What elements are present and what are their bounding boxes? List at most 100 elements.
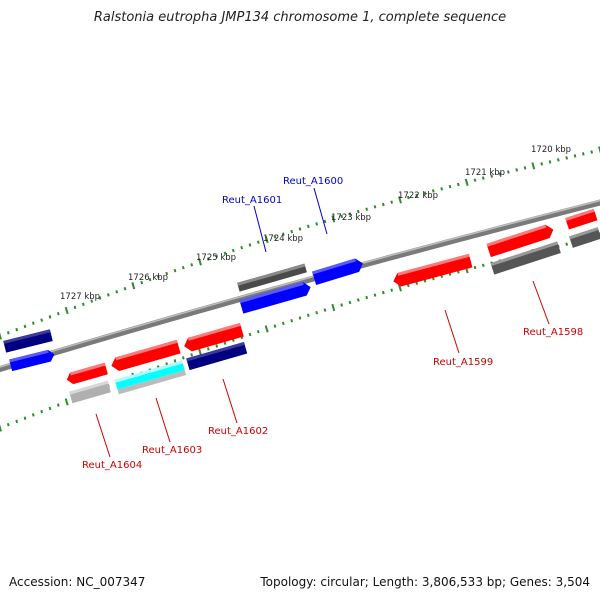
outer-track-minor-tick bbox=[473, 178, 477, 182]
outer-track-minor-tick bbox=[290, 229, 294, 234]
outer-track-minor-tick bbox=[540, 162, 544, 166]
outer-track-minor-tick bbox=[73, 305, 77, 310]
outer-track-minor-tick bbox=[373, 205, 377, 209]
outer-track-minor-tick bbox=[140, 280, 144, 285]
gene-block-left-blue[interactable] bbox=[9, 349, 56, 372]
outer-track-minor-tick bbox=[115, 290, 119, 294]
outer-track-minor-tick bbox=[31, 321, 35, 325]
gene-reut-a1601[interactable] bbox=[239, 280, 312, 314]
outer-track-major-tick bbox=[0, 332, 2, 340]
outer-track-minor-tick bbox=[15, 327, 19, 332]
inner-track-minor-tick bbox=[165, 362, 169, 366]
outer-track-minor-tick bbox=[581, 152, 585, 156]
inner-track-minor-tick bbox=[340, 303, 344, 307]
inner-track-minor-tick bbox=[23, 416, 27, 420]
gene-label-reut-a1602[interactable]: Reut_A1602 bbox=[208, 426, 268, 437]
gene-reut-a1599[interactable] bbox=[392, 253, 473, 288]
outer-track-minor-tick bbox=[348, 212, 352, 216]
outer-track-minor-tick bbox=[40, 318, 44, 322]
outer-track-minor-tick bbox=[356, 209, 360, 214]
gene-label-reut-a1598[interactable]: Reut_A1598 bbox=[523, 327, 583, 338]
outer-track-minor-tick bbox=[56, 311, 60, 316]
outer-track-minor-tick bbox=[256, 240, 260, 244]
outer-track-minor-tick bbox=[148, 277, 152, 282]
accession-text: Accession: NC_007347 bbox=[9, 575, 146, 589]
gene-block-center-red[interactable] bbox=[182, 323, 244, 353]
gene-block-cyan-red[interactable] bbox=[109, 339, 181, 373]
inner-track-major-tick bbox=[64, 398, 69, 406]
leader-reut-a1598 bbox=[532, 280, 550, 325]
outer-track-minor-tick bbox=[315, 222, 319, 226]
outer-track-major-tick bbox=[531, 162, 536, 170]
gene-block-right-red-upper[interactable] bbox=[565, 208, 598, 230]
outer-track-minor-tick bbox=[215, 254, 219, 258]
gene-label-reut-a1599[interactable]: Reut_A1599 bbox=[433, 357, 493, 368]
scale-label-1726: 1726 kbp bbox=[128, 273, 168, 283]
gene-block-right-gray[interactable] bbox=[569, 227, 600, 248]
outer-track-minor-tick bbox=[431, 189, 435, 193]
gene-block-right-lower-gray[interactable] bbox=[490, 241, 561, 275]
inner-track-minor-tick bbox=[15, 419, 19, 424]
leader-reut-a1603 bbox=[155, 397, 171, 443]
inner-track-minor-tick bbox=[273, 324, 277, 328]
gene-label-reut-a1601[interactable]: Reut_A1601 bbox=[222, 195, 282, 206]
inner-track-minor-tick bbox=[215, 344, 219, 348]
outer-track-minor-tick bbox=[190, 263, 194, 267]
outer-track-minor-tick bbox=[181, 265, 185, 270]
inner-track-minor-tick bbox=[315, 310, 319, 315]
chromosome-backbone-highlight bbox=[0, 199, 600, 368]
outer-track-minor-tick bbox=[365, 207, 369, 211]
outer-track-minor-tick bbox=[590, 150, 594, 154]
gene-block-left-navy[interactable] bbox=[3, 329, 53, 353]
outer-track-minor-tick bbox=[173, 268, 177, 273]
gene-block-forward-upper[interactable] bbox=[237, 263, 307, 292]
gene-reut-a1600[interactable] bbox=[312, 257, 365, 286]
inner-track-minor-tick bbox=[190, 353, 194, 357]
outer-track-minor-tick bbox=[240, 245, 244, 250]
inner-track-minor-tick bbox=[298, 316, 302, 320]
scale-label-1723: 1723 kbp bbox=[331, 213, 371, 223]
outer-track-minor-tick bbox=[406, 195, 410, 200]
outer-track-major-tick bbox=[264, 235, 269, 244]
outer-track-minor-tick bbox=[273, 235, 277, 239]
inner-track-minor-tick bbox=[248, 332, 252, 337]
outer-track-minor-tick bbox=[123, 286, 127, 291]
gene-label-reut-a1604[interactable]: Reut_A1604 bbox=[82, 460, 142, 471]
outer-track-minor-tick bbox=[90, 299, 94, 303]
outer-track-major-tick bbox=[464, 178, 469, 186]
scale-label-1722: 1722 kbp bbox=[398, 191, 438, 201]
inner-track-minor-tick bbox=[348, 300, 352, 305]
outer-track-major-tick bbox=[598, 146, 600, 154]
inner-track-minor-tick bbox=[173, 359, 177, 363]
inner-track-minor-tick bbox=[31, 413, 35, 417]
inner-track-minor-tick bbox=[56, 403, 60, 407]
inner-track-minor-tick bbox=[181, 356, 185, 360]
outer-track-minor-tick bbox=[423, 191, 427, 195]
inner-track-minor-tick bbox=[381, 290, 385, 295]
outer-track-minor-tick bbox=[573, 154, 577, 158]
leader-reut-a1602 bbox=[222, 378, 238, 424]
outer-track-minor-tick bbox=[498, 172, 502, 176]
gene-reut-a1603[interactable] bbox=[114, 360, 187, 395]
summary-text: Topology: circular; Length: 3,806,533 bp… bbox=[260, 575, 590, 589]
outer-track-minor-tick bbox=[506, 170, 510, 174]
outer-track-minor-tick bbox=[206, 257, 210, 261]
chromosome-backbone bbox=[0, 199, 600, 373]
outer-track-minor-tick bbox=[440, 187, 444, 191]
gene-label-reut-a1600[interactable]: Reut_A1600 bbox=[283, 176, 343, 187]
inner-track-minor-tick bbox=[206, 347, 210, 351]
outer-track-minor-tick bbox=[306, 224, 310, 229]
gene-label-reut-a1603[interactable]: Reut_A1603 bbox=[142, 445, 202, 456]
gene-reut-a1604[interactable] bbox=[69, 380, 111, 404]
gene-reut-a1602[interactable] bbox=[186, 342, 248, 371]
outer-track-minor-tick bbox=[223, 251, 227, 256]
outer-track-minor-tick bbox=[565, 156, 569, 160]
outer-track-minor-tick bbox=[48, 315, 52, 319]
outer-track-minor-tick bbox=[548, 160, 552, 164]
inner-track-major-tick bbox=[0, 424, 2, 432]
outer-track-major-tick bbox=[131, 282, 136, 290]
gene-block-small-red[interactable] bbox=[65, 362, 108, 386]
outer-track-minor-tick bbox=[281, 232, 285, 236]
gene-reut-a1598[interactable] bbox=[486, 223, 556, 258]
